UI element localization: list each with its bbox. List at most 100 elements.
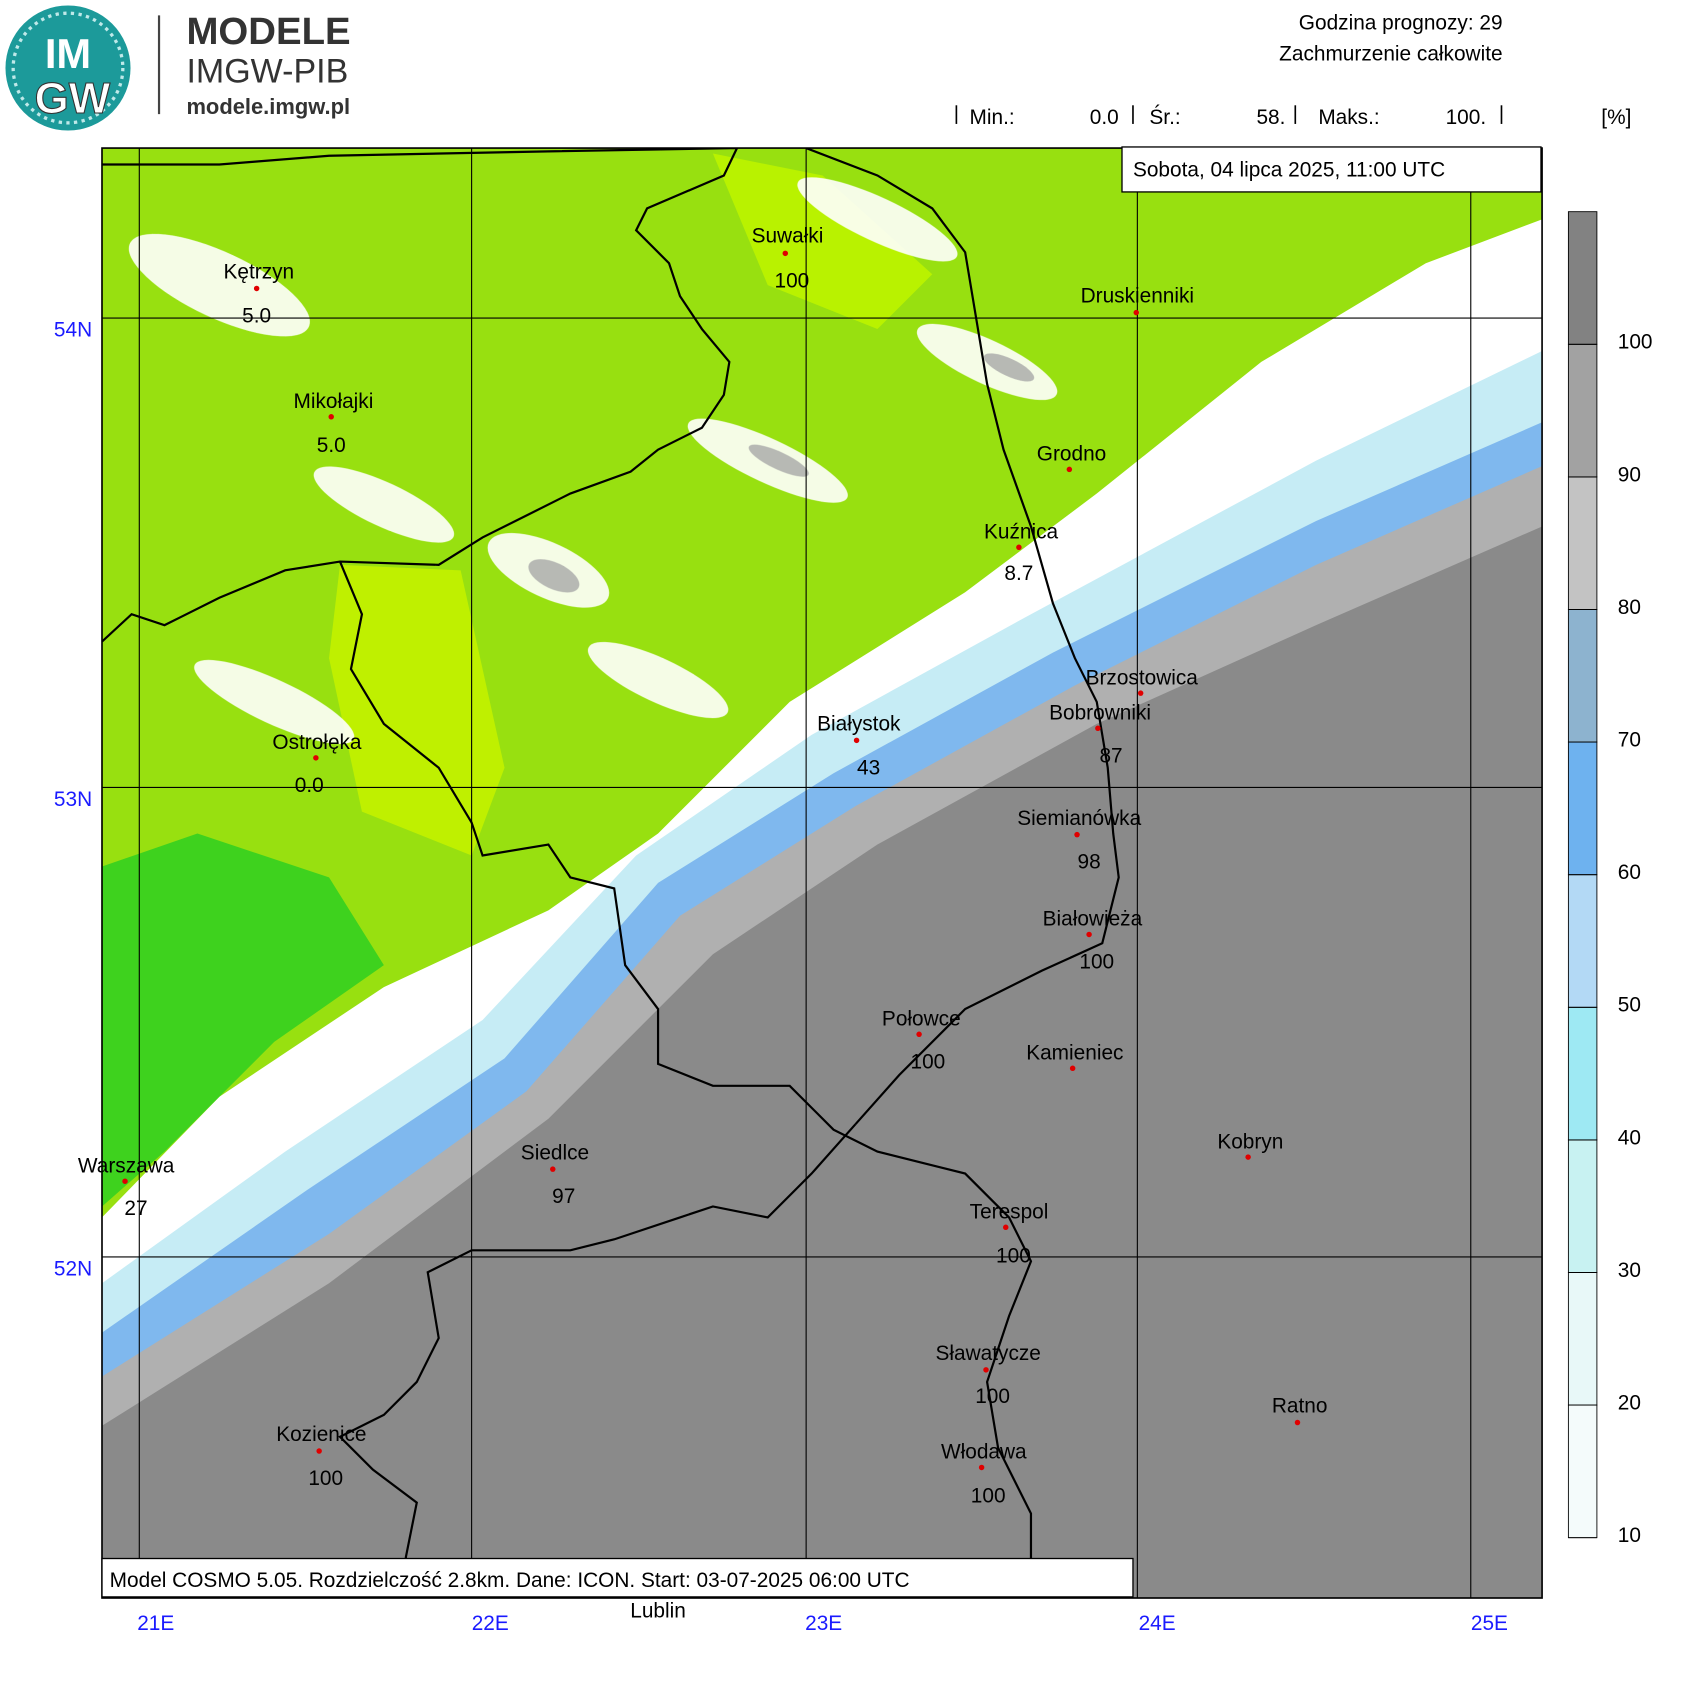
city-name: Siemianówka xyxy=(1017,807,1141,830)
city-value: 100 xyxy=(971,1485,1006,1508)
city-value: 87 xyxy=(1099,744,1122,767)
url: modele.imgw.pl xyxy=(186,94,350,119)
logo: IM GW xyxy=(5,5,131,131)
legend-swatch xyxy=(1567,343,1598,478)
city-name: Połowce xyxy=(882,1007,961,1030)
city-name: Ratno xyxy=(1272,1395,1328,1418)
cities: Kętrzyn 5.0 Mikołajki 5.0 Suwałki 100 Druskien… xyxy=(78,224,1328,1507)
city-dot xyxy=(1066,466,1073,473)
city-dot xyxy=(1095,725,1101,731)
city-dot xyxy=(313,755,319,761)
lon-label: 21E xyxy=(137,1612,174,1635)
lat-label: 53N xyxy=(54,788,92,811)
field-name: Zachmurzenie całkowite xyxy=(1279,42,1502,65)
legend-label: 20 xyxy=(1618,1391,1641,1414)
city-value: 100 xyxy=(996,1244,1031,1267)
city-dot xyxy=(122,1178,128,1184)
city-value: 100 xyxy=(975,1385,1010,1408)
city-value: 100 xyxy=(910,1050,945,1073)
city-name: Białystok xyxy=(817,712,901,735)
stats: Min.: 0.0 Śr.: 58. Maks.: 100. [%] xyxy=(955,105,1631,129)
legend-swatch xyxy=(1567,1404,1598,1539)
city-value: 100 xyxy=(1079,950,1114,973)
city-name: Kuźnica xyxy=(984,521,1059,544)
legend-swatch xyxy=(1567,1272,1598,1406)
city-value: 43 xyxy=(857,756,880,779)
city-name: Włodawa xyxy=(941,1441,1027,1464)
logo-text: IM xyxy=(45,30,91,77)
city-name: Grodno xyxy=(1037,443,1106,466)
city-value: 5.0 xyxy=(317,434,346,457)
legend-swatch xyxy=(1567,211,1598,345)
city-name: Brzostowica xyxy=(1086,666,1199,689)
stat-label: Maks.: xyxy=(1318,106,1379,129)
city-name: Druskienniki xyxy=(1081,285,1194,308)
legend-label: 50 xyxy=(1618,994,1641,1017)
legend-label: 90 xyxy=(1618,463,1641,486)
city-dot xyxy=(1137,690,1144,696)
city-dot xyxy=(316,1448,322,1454)
city-dot xyxy=(1086,931,1092,938)
legend-label: 30 xyxy=(1618,1259,1641,1282)
forecast-hour: Godzina prognozy: 29 xyxy=(1299,12,1503,35)
legend-swatch xyxy=(1567,874,1598,1008)
legend-label: 40 xyxy=(1618,1126,1641,1149)
lat-label: 52N xyxy=(54,1258,92,1281)
city-dot xyxy=(782,250,789,257)
city-dot xyxy=(1133,309,1139,316)
legend-swatch xyxy=(1567,476,1598,610)
city-dot xyxy=(1003,1224,1009,1231)
city-dot xyxy=(916,1031,922,1037)
city-dot xyxy=(978,1464,985,1471)
city-name: Kamieniec xyxy=(1026,1041,1123,1064)
legend-label: 70 xyxy=(1618,728,1641,751)
stat-label: Śr.: xyxy=(1149,105,1180,129)
city-value: 27 xyxy=(124,1197,147,1220)
city-dot xyxy=(1294,1419,1301,1426)
lon-label: 24E xyxy=(1139,1612,1176,1635)
city-name: Bobrowniki xyxy=(1049,701,1151,724)
legend-swatch xyxy=(1567,1139,1598,1273)
city-value: 5.0 xyxy=(242,304,271,327)
extra-label: Lublin xyxy=(630,1600,686,1623)
city-name: Białowieża xyxy=(1043,908,1143,931)
logo-text: GW xyxy=(35,74,111,123)
city-dot xyxy=(1069,1065,1076,1071)
stat-value: 58. xyxy=(1256,106,1285,129)
stat-value: 100. xyxy=(1446,106,1487,129)
legend-swatch xyxy=(1567,741,1598,876)
city-value: 97 xyxy=(552,1185,575,1208)
lon-label: 25E xyxy=(1471,1612,1508,1635)
city-name: Siedlce xyxy=(521,1141,589,1164)
city-name: Kobryn xyxy=(1217,1130,1283,1153)
city-value: 100 xyxy=(774,269,809,292)
brand: MODELE xyxy=(186,10,350,53)
lat-label: 54N xyxy=(54,319,92,342)
map-field xyxy=(101,148,1543,1598)
city-name: Kętrzyn xyxy=(224,261,295,284)
legend-swatch xyxy=(1567,609,1598,743)
city-dot xyxy=(1016,544,1022,551)
date: Sobota, 04 lipca 2025, 11:00 UTC xyxy=(1133,159,1445,182)
stat-value: 0.0 xyxy=(1090,106,1119,129)
city-name: Sławatycze xyxy=(936,1342,1041,1365)
grid: 54N 53N 52N 21E 22E 23E 24E 25E xyxy=(54,148,1543,1635)
city-dot xyxy=(1245,1154,1251,1160)
legend: 10 20 30 40 50 60 70 80 90 100 xyxy=(1567,211,1653,1547)
city-name: Kozienice xyxy=(276,1423,366,1446)
legend-label: 80 xyxy=(1618,596,1641,619)
city-dot xyxy=(983,1367,989,1373)
city-value: 0.0 xyxy=(295,774,324,797)
stat-label: Min.: xyxy=(970,106,1015,129)
unit: [%] xyxy=(1601,106,1631,129)
city-dot xyxy=(1074,831,1080,838)
lon-label: 22E xyxy=(472,1612,509,1635)
city-value: 98 xyxy=(1078,851,1101,874)
city-name: Warszawa xyxy=(78,1154,175,1177)
legend-label: 10 xyxy=(1618,1524,1641,1547)
city-dot xyxy=(253,285,260,292)
footer: Model COSMO 5.05. Rozdzielczość 2.8km. D… xyxy=(110,1569,910,1592)
city-dot xyxy=(328,414,334,420)
city-value: 8.7 xyxy=(1004,562,1033,585)
